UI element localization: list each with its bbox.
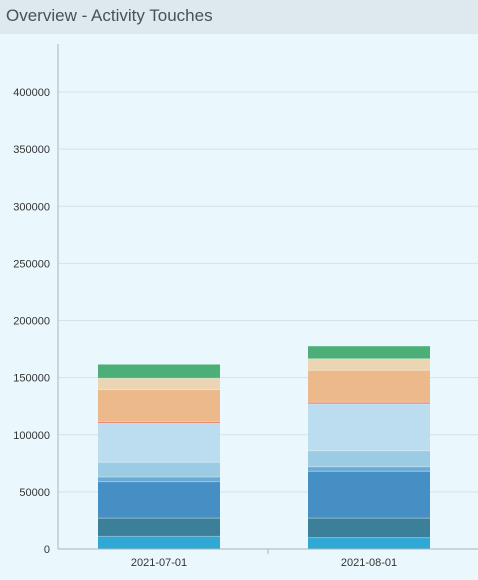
bar-segment[interactable]: [308, 403, 430, 451]
bars: [98, 346, 430, 549]
bar-segment[interactable]: [98, 378, 220, 390]
bar-segment[interactable]: [98, 389, 220, 422]
bar-segment[interactable]: [98, 481, 220, 519]
y-tick-label: 300000: [13, 201, 50, 213]
y-tick-label: 200000: [13, 316, 50, 328]
bar-segment[interactable]: [308, 466, 430, 472]
y-tick-label: 50000: [19, 487, 50, 499]
y-tick-label: 400000: [13, 87, 50, 99]
bar-segment[interactable]: [308, 358, 430, 371]
bar-segment[interactable]: [98, 421, 220, 424]
bar-segment[interactable]: [308, 346, 430, 359]
panel-title: Overview - Activity Touches: [6, 6, 213, 25]
bar-segment[interactable]: [308, 518, 430, 538]
y-axis: 0 50000 100000 150000 200000 250000 300000 3500…: [13, 44, 59, 556]
bar-segment[interactable]: [98, 536, 220, 549]
bar-segment[interactable]: [98, 364, 220, 379]
bar-segment[interactable]: [308, 537, 430, 549]
y-tick-label: 100000: [13, 430, 50, 442]
y-tick-label: 350000: [13, 144, 50, 156]
bar-segment[interactable]: [308, 450, 430, 467]
stacked-bar-chart: 0 50000 100000 150000 200000 250000 300000 3500…: [13, 44, 478, 569]
x-axis: 2021-07-01 2021-08-01: [58, 548, 478, 569]
x-tick-label: 2021-07-01: [131, 557, 187, 569]
bar-segment[interactable]: [308, 402, 430, 404]
chart-area: 0 50000 100000 150000 200000 250000 300000 3500…: [0, 34, 478, 575]
y-tick-label: 250000: [13, 258, 50, 270]
bar-segment[interactable]: [98, 423, 220, 463]
bar-segment[interactable]: [98, 477, 220, 482]
y-tick-label: 150000: [13, 373, 50, 385]
x-tick-label: 2021-08-01: [341, 557, 397, 569]
bar-segment[interactable]: [98, 518, 220, 537]
bar-segment[interactable]: [308, 471, 430, 519]
bar-segment[interactable]: [308, 370, 430, 403]
bar-segment[interactable]: [98, 462, 220, 478]
panel-header: Overview - Activity Touches: [0, 0, 478, 34]
y-tick-label: 0: [44, 544, 50, 556]
